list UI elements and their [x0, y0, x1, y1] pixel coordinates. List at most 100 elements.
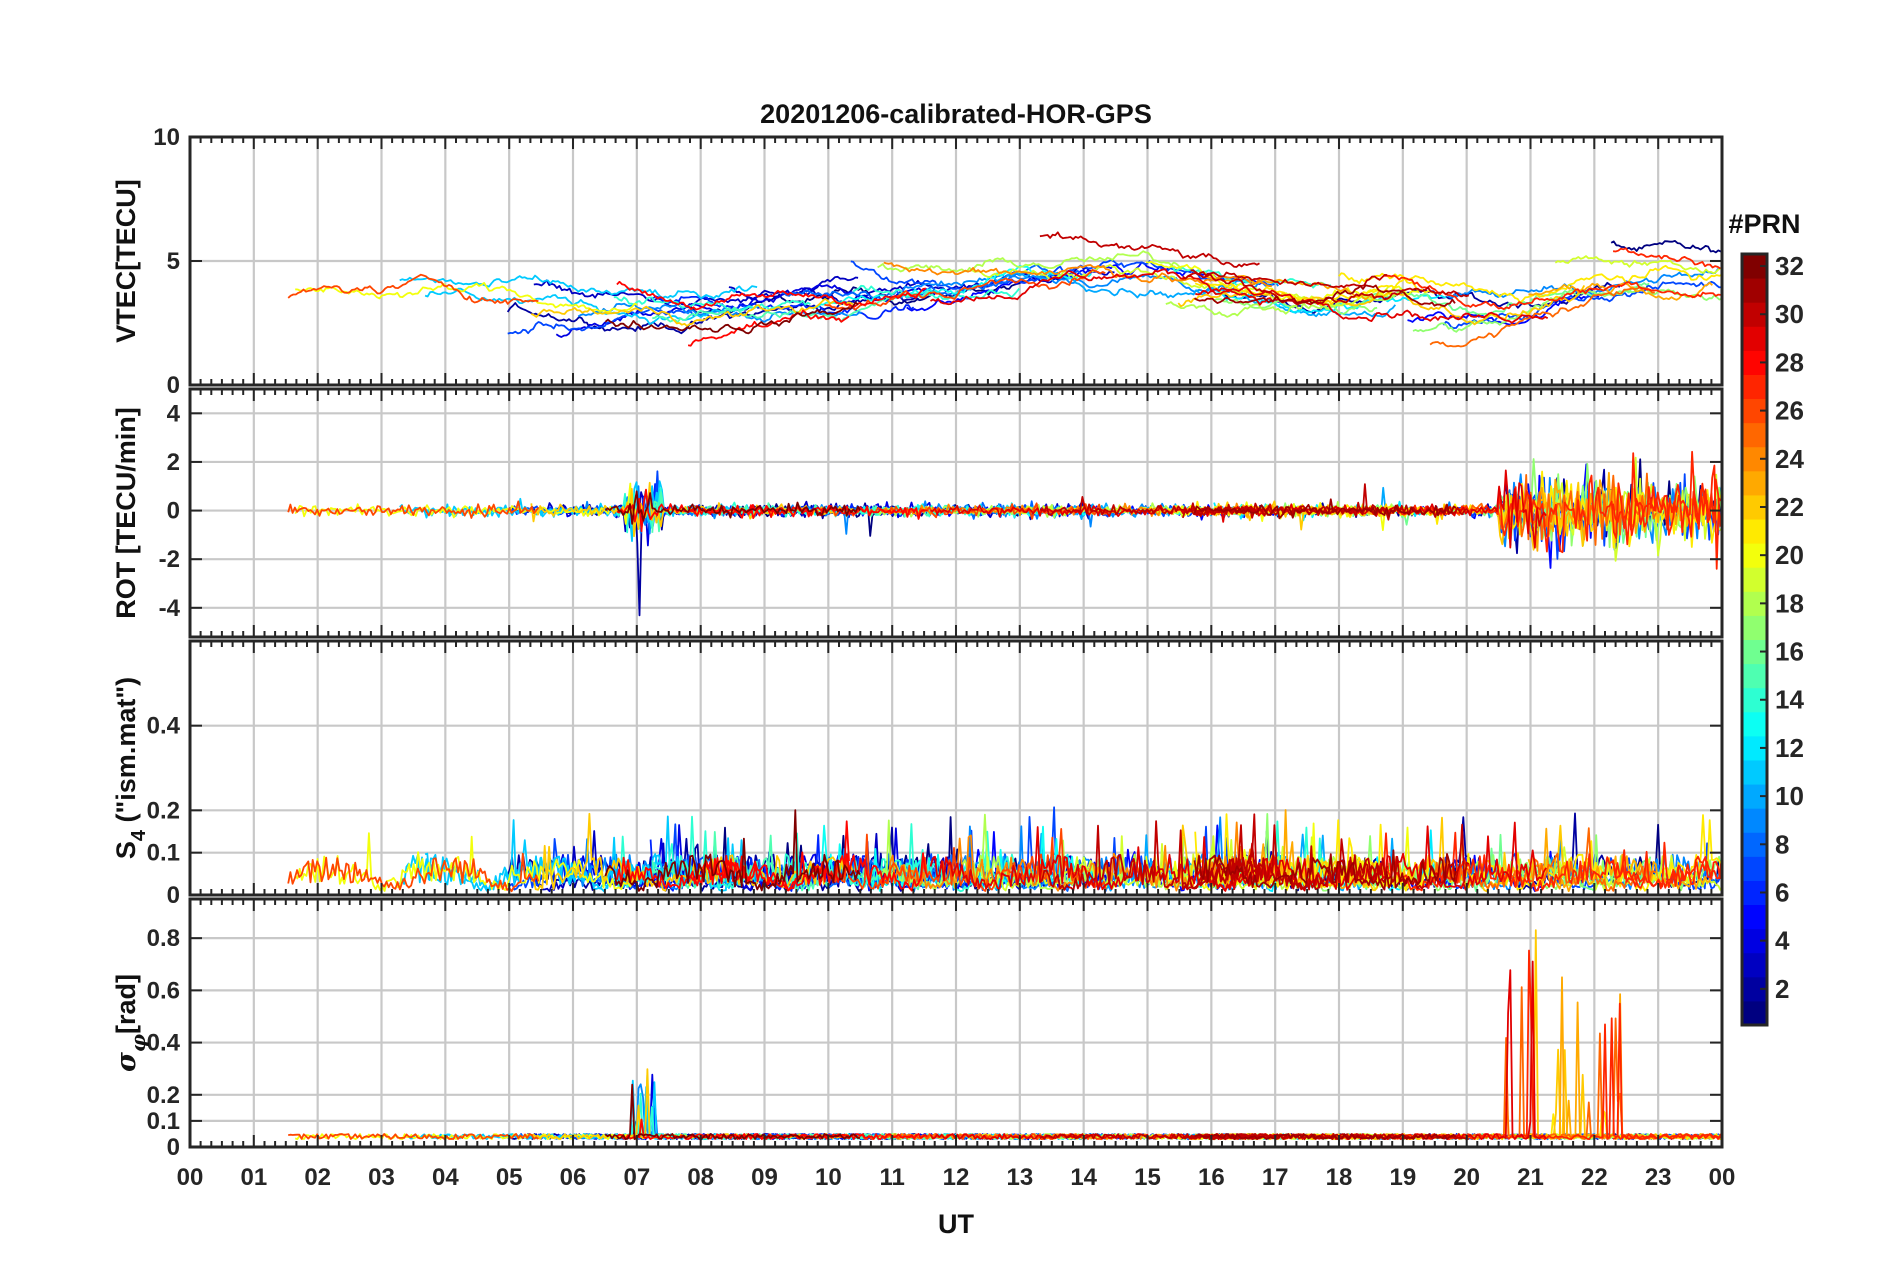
y-tick-label: 0.2	[147, 1082, 180, 1109]
colorbar-tick-label: 8	[1775, 829, 1789, 859]
prn-28-trace	[616, 488, 928, 533]
y-tick-label: -2	[159, 546, 180, 573]
colorbar-segment	[1742, 1000, 1767, 1026]
colorbar-segment	[1742, 422, 1767, 448]
rot-y-label: ROT [TECU/min]	[111, 407, 141, 618]
x-tick-label: 10	[815, 1164, 842, 1191]
y-tick-label: 0.1	[147, 1108, 180, 1135]
prn-31-trace	[1193, 498, 1457, 520]
prn-27-trace	[1612, 841, 1722, 889]
prn-30-trace	[1182, 813, 1470, 891]
y-tick-label: -4	[159, 595, 181, 622]
colorbar-label: #PRN	[1728, 209, 1800, 239]
colorbar-segment	[1742, 904, 1767, 930]
colorbar-tick-label: 20	[1775, 540, 1804, 570]
prn-27-trace	[1612, 247, 1721, 270]
x-tick-label: 22	[1581, 1164, 1608, 1191]
colorbar-tick-label: 12	[1775, 733, 1804, 763]
prn-29-trace	[1195, 286, 1549, 324]
prn-27-trace	[1612, 452, 1722, 538]
y-tick-label: 2	[167, 449, 180, 476]
prn-20-trace	[294, 482, 638, 525]
x-tick-label: 00	[1709, 1164, 1736, 1191]
colorbar-tick-label: 30	[1775, 299, 1804, 329]
prn-11-trace	[424, 287, 753, 326]
x-tick-label: 20	[1453, 1164, 1480, 1191]
x-tick-label: 06	[560, 1164, 587, 1191]
prn-27-trace	[1612, 1002, 1721, 1140]
s4-panel: 0 0.1 0.2 0.4S4 ("ism.mat")	[111, 639, 1724, 909]
prn-26-trace	[287, 852, 540, 893]
vtec-x-ticks	[189, 137, 1723, 385]
colorbar-segment	[1742, 567, 1767, 592]
prn-31-trace	[1194, 284, 1456, 308]
y-tick-label: 0	[167, 882, 180, 909]
vtec-panel: 0 5 10 VTEC[TECU]	[111, 124, 1724, 399]
colorbar-segment	[1742, 808, 1767, 833]
x-tick-label: 21	[1517, 1164, 1544, 1191]
y-tick-label: 5	[167, 248, 180, 275]
colorbar-segment	[1742, 856, 1767, 881]
prn-27-trace	[1382, 831, 1722, 892]
prn-18-trace	[877, 250, 1183, 273]
y-tick-label: 4	[167, 400, 181, 427]
prn-25-trace	[1429, 286, 1655, 348]
x-tick-label: 02	[304, 1164, 331, 1191]
prn-11-trace	[399, 274, 758, 300]
s4-y-label: S4 ("ism.mat")	[111, 677, 150, 859]
prn-29-trace	[930, 268, 1279, 306]
colorbar-segment	[1742, 374, 1767, 400]
prn-21-trace	[1338, 264, 1722, 304]
vtec-y-ticks: 0 5 10	[153, 124, 1722, 399]
prn-26-trace	[823, 502, 1107, 520]
prn-26-trace	[288, 1133, 539, 1140]
rot-panel: -4 -2 0 2 4 ROT [TECU/min]	[111, 387, 1724, 639]
x-tick-label: 12	[943, 1164, 970, 1191]
colorbar-border	[1740, 252, 1769, 1027]
x-tick-label: 05	[496, 1164, 523, 1191]
prn-32-trace	[604, 809, 861, 892]
s4-y-ticks: 0 0.1 0.2 0.4	[147, 713, 1722, 909]
colorbar-tick-label: 28	[1775, 347, 1804, 377]
x-tick-label: 00	[177, 1164, 204, 1191]
prn-32-trace	[604, 301, 859, 335]
x-tick-label: 14	[1070, 1164, 1097, 1191]
prn-13-trace	[812, 264, 1092, 310]
sigma-phi-panel: 00.10.2 0.4 0.6 0.8 σφ[rad]	[111, 897, 1724, 1161]
y-tick-label: 0.2	[147, 797, 180, 824]
prn-28-trace	[687, 309, 850, 347]
x-tick-label: 16	[1198, 1164, 1225, 1191]
sigphi-y-ticks: 00.10.2 0.4 0.6 0.8	[147, 925, 1722, 1161]
prn-26-trace	[823, 828, 1107, 892]
colorbar-tick-label: 10	[1775, 781, 1804, 811]
colorbar-segment	[1742, 278, 1767, 303]
colorbar-segment	[1742, 470, 1767, 496]
prn-15-trace	[652, 290, 931, 324]
colorbar-tick-label: 14	[1775, 685, 1804, 715]
prn-20-trace	[295, 281, 638, 313]
prn-27-trace	[1383, 274, 1721, 311]
rot-traces	[287, 450, 1722, 617]
x-tick-label: 13	[1006, 1164, 1033, 1191]
sigphi-traces	[288, 929, 1722, 1141]
colorbar-segment	[1742, 759, 1767, 785]
prn-12-trace	[1213, 291, 1447, 314]
y-tick-label: 0.4	[147, 713, 181, 740]
colorbar-segment	[1742, 952, 1767, 978]
x-tick-label: 11	[879, 1164, 904, 1191]
prn-32-trace	[604, 1083, 861, 1140]
prn-22-trace	[530, 812, 854, 892]
y-tick-label: 0	[167, 1134, 180, 1161]
colorbar-tick-label: 2	[1775, 974, 1789, 1004]
prn-20-trace	[1145, 260, 1420, 303]
x-tick-label: 18	[1326, 1164, 1353, 1191]
x-tick-label: 09	[751, 1164, 778, 1191]
y-tick-label: 0.8	[147, 925, 180, 952]
colorbar-segment	[1742, 326, 1767, 351]
prn-28-trace	[616, 280, 927, 311]
prn-31-trace	[1193, 849, 1457, 891]
prn-32-trace	[604, 490, 861, 525]
prn-20-trace	[294, 832, 638, 892]
x-tick-label: 07	[623, 1164, 650, 1191]
